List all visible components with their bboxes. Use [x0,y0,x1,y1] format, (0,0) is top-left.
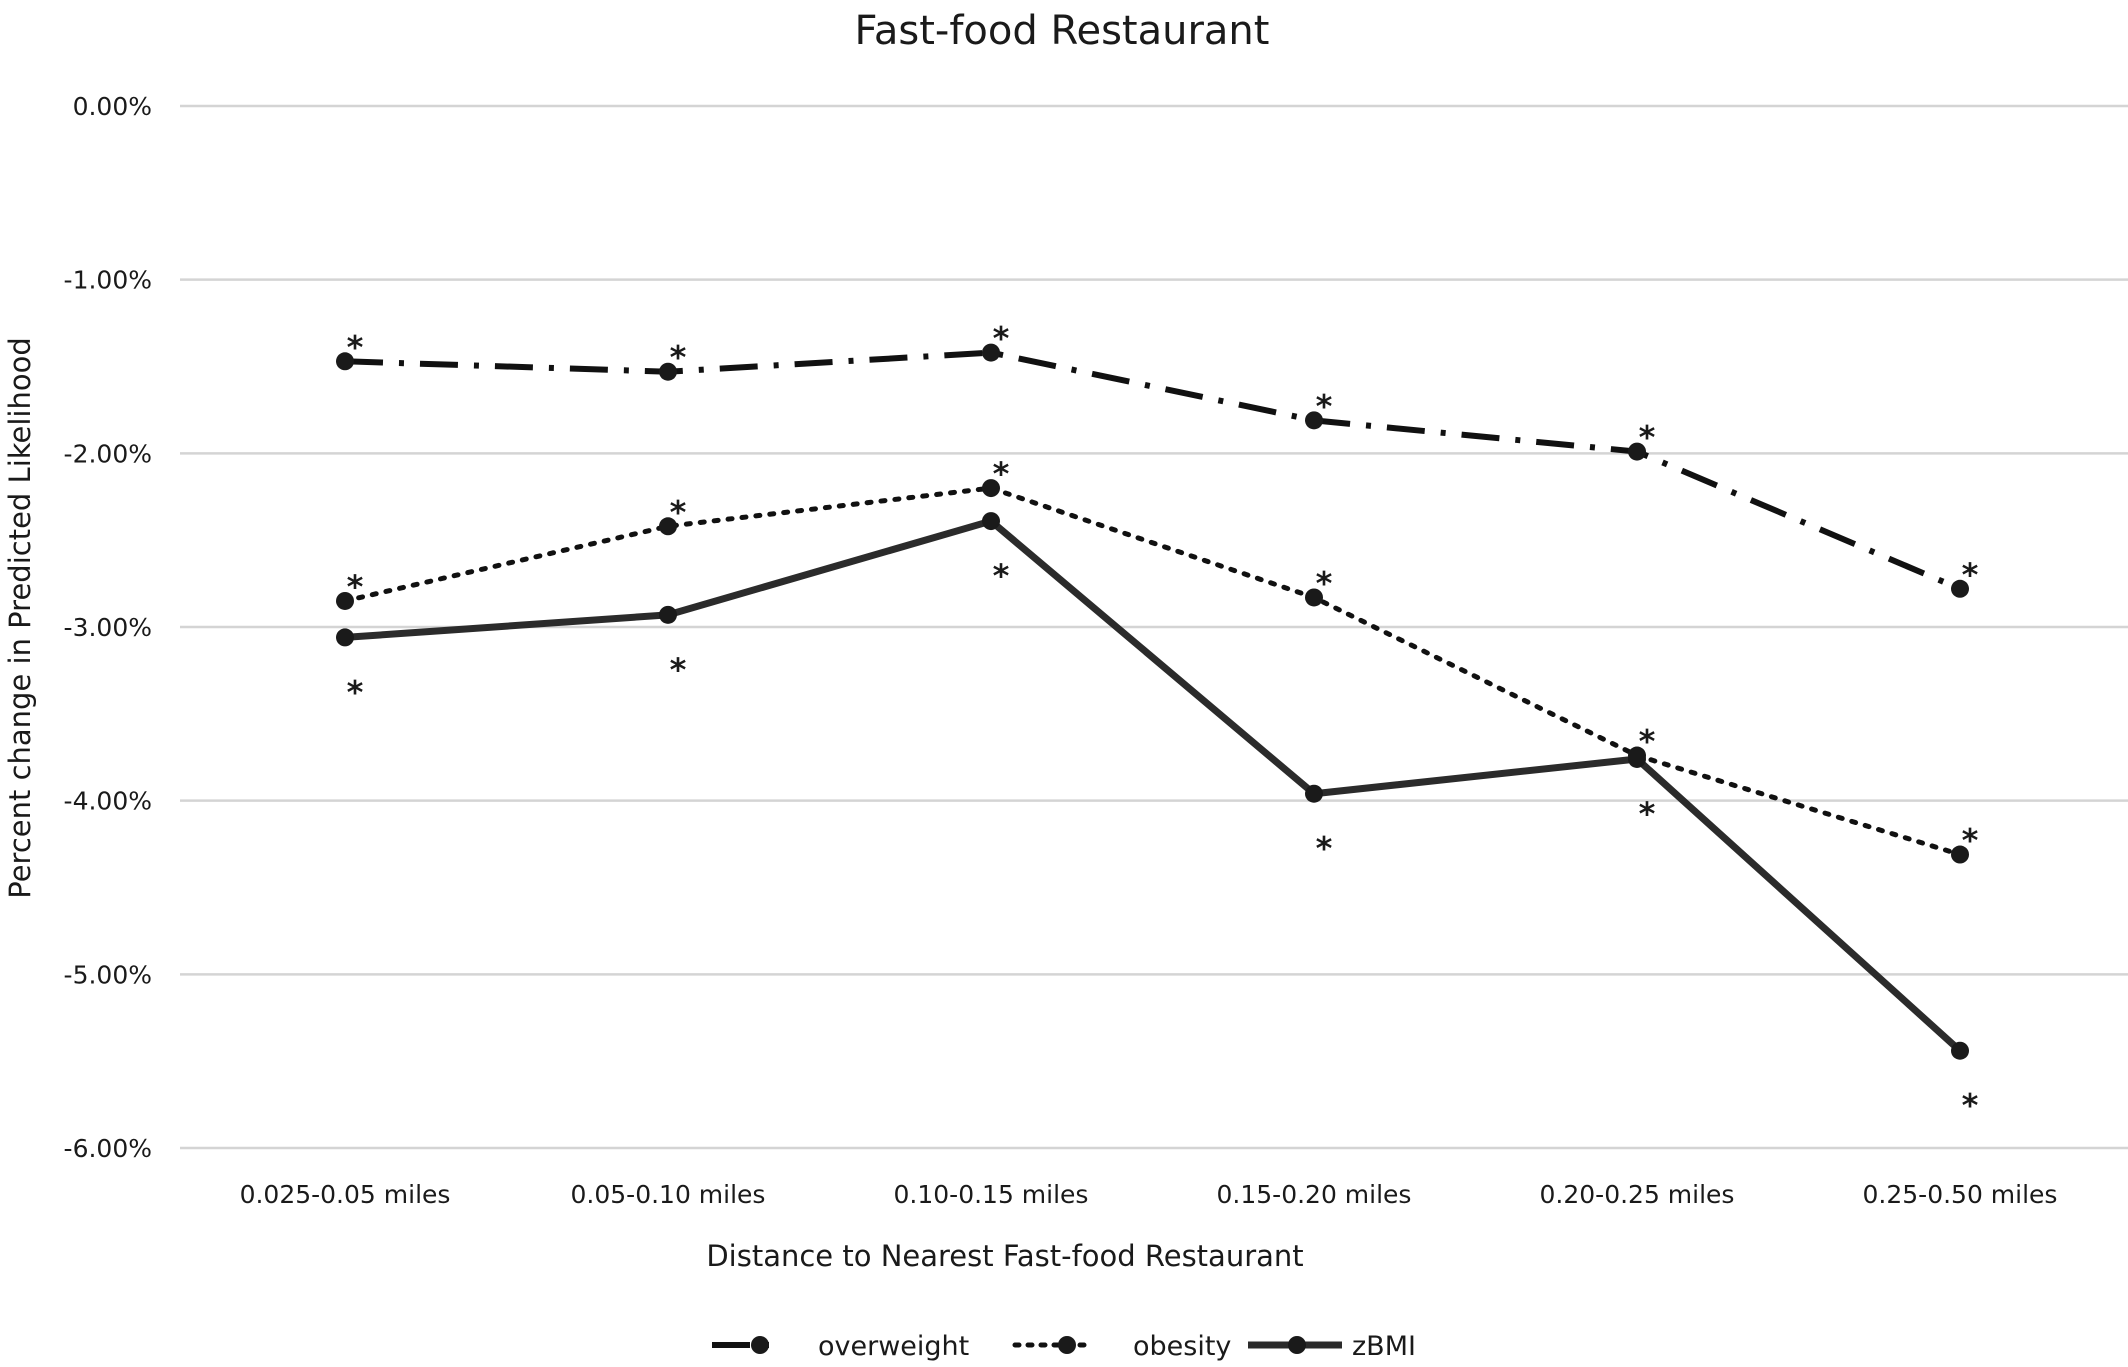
legend-item-overweight: overweight [712,1331,969,1362]
x-tick-label: 0.10-0.15 miles [894,1180,1089,1209]
y-tick-label: -6.00% [64,1134,152,1163]
data-point [1305,784,1323,803]
y-tick-label: -3.00% [64,613,152,642]
significance-star: * [993,320,1010,358]
significance-star: * [1962,556,1979,594]
x-axis-ticks: 0.025-0.05 miles 0.05-0.10 miles 0.10-0.15… [240,1180,2058,1209]
data-point [336,628,354,647]
significance-star: * [1962,1087,1979,1125]
y-axis-ticks: 0.00% -1.00% -2.00% -3.00% -4.00% -5.00% -6.00… [64,92,152,1163]
legend-item-obesity: obesity [1012,1331,1231,1362]
series-line [341,517,1964,1055]
x-tick-label: 0.05-0.10 miles [571,1180,766,1209]
x-tick-label: 0.25-0.50 miles [1863,1180,2058,1209]
significance-star: * [1962,822,1979,860]
significance-star: * [993,455,1010,493]
y-tick-label: -5.00% [64,960,152,989]
y-tick-label: 0.00% [73,92,152,121]
series-line [344,349,1962,592]
series-obesity: * * * * * * [336,455,1979,864]
legend-label: zBMI [1352,1331,1416,1362]
significance-star: * [993,557,1010,595]
significance-star: * [1639,723,1656,761]
legend-label: obesity [1133,1331,1231,1362]
significance-star: * [1316,564,1333,602]
significance-star: * [347,673,364,711]
series-lines: * * * * * * * * * * * * * * * * * * [336,320,1979,1125]
y-tick-label: -4.00% [64,787,152,816]
data-point [659,362,677,381]
data-point [659,605,677,624]
data-point [336,352,354,371]
legend-swatch-marker [1058,1336,1076,1354]
y-tick-label: -1.00% [64,266,152,295]
y-tick-label: -2.00% [64,439,152,468]
data-point [1951,845,1969,864]
significance-star: * [1316,387,1333,425]
data-point [1951,579,1969,598]
significance-star: * [670,339,687,377]
legend-label: overweight [818,1331,969,1362]
legend-swatch-marker [1288,1336,1306,1354]
data-point [336,591,354,610]
x-tick-label: 0.15-0.20 miles [1217,1180,1412,1209]
x-tick-label: 0.20-0.25 miles [1540,1180,1735,1209]
series-zbmi: * * * * * * [336,512,1979,1125]
x-axis-label: Distance to Nearest Fast-food Restaurant [706,1239,1303,1273]
data-point [659,517,677,536]
significance-star: * [670,651,687,689]
data-point [1628,749,1646,768]
legend-swatch-marker [751,1336,769,1354]
data-point [1305,411,1323,430]
significance-star: * [670,493,687,531]
data-point [982,479,1000,498]
significance-star: * [1316,830,1333,868]
series-line [342,485,1963,858]
data-point [982,512,1000,531]
data-point [982,343,1000,362]
series-overweight: * * * * * * [336,320,1979,598]
significance-star: * [1639,419,1656,457]
legend: overweight obesity zBMI [712,1331,1416,1362]
x-tick-label: 0.025-0.05 miles [240,1180,451,1209]
significance-star: * [347,328,364,366]
y-axis-label: Percent change in Predicted Likelihood [3,337,37,899]
data-point [1951,1041,1969,1060]
chart-title: Fast-food Restaurant [855,8,1270,54]
legend-item-zbmi: zBMI [1248,1331,1416,1362]
data-point [1628,442,1646,461]
significance-star: * [347,568,364,606]
significance-star: * [1639,795,1656,833]
data-point [1305,588,1323,607]
